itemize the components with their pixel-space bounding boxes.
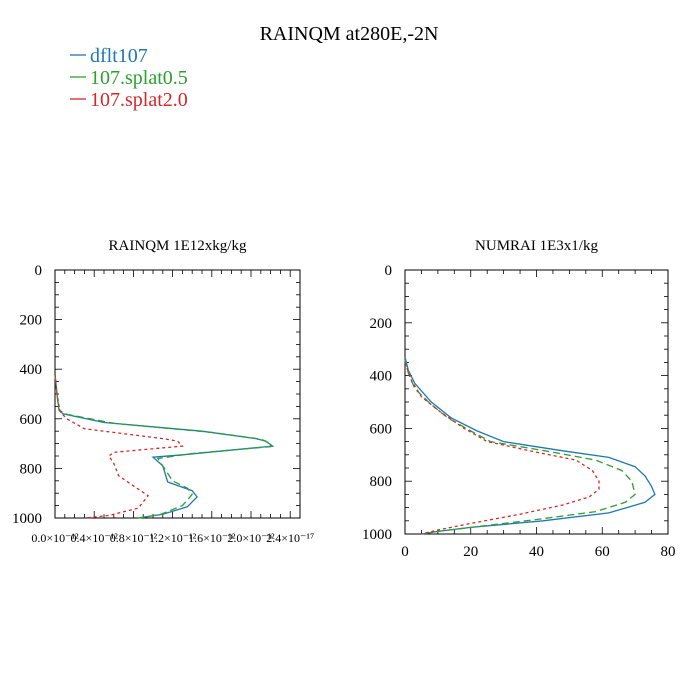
numrai-panel: NUMRAI 1E3x1/kg 0 200 400 600 800 1000 0 20 40 60 8… xyxy=(362,238,676,560)
legend-label: dflt107 xyxy=(90,45,148,67)
y-tick-label: 200 xyxy=(20,313,43,329)
series-line-107-splat0-5 xyxy=(54,374,272,519)
y-tick-label: 600 xyxy=(370,421,393,437)
y-tick-label: 800 xyxy=(370,474,393,490)
legend-label: 107.splat0.5 xyxy=(90,67,188,89)
y-tick-label: 800 xyxy=(20,461,43,477)
legend-entry-107-splat2-0: 107.splat2.0 xyxy=(70,89,188,111)
y-tick-label: 0 xyxy=(35,263,43,279)
y-tick-label: 1000 xyxy=(362,527,392,543)
x-tick-label: 0.0×10⁻¹² xyxy=(31,531,79,545)
x-tick-label: 2.4×10⁻¹⁷ xyxy=(266,531,314,545)
x-tick-label: 0.4×10⁻¹² xyxy=(71,531,119,545)
legend-entry-dflt107: dflt107 xyxy=(70,45,148,67)
y-tick-label: 200 xyxy=(370,316,393,332)
rainqm-panel: RAINQM 1E12xkg/kg 0 200 400 600 800 1000 0.0×10… xyxy=(12,238,314,545)
series-line-dflt107 xyxy=(404,356,656,535)
x-tick-label: 60 xyxy=(595,544,610,560)
y-tick-label: 600 xyxy=(20,412,43,428)
x-tick-label: 40 xyxy=(529,544,544,560)
y-tick-label: 1000 xyxy=(12,511,42,527)
x-tick-label: 1.6×10⁻¹² xyxy=(188,531,236,545)
x-tick-label: 1.2×10⁻¹² xyxy=(149,531,197,545)
y-tick-label: 0 xyxy=(385,263,393,279)
y-tick-label: 400 xyxy=(370,369,393,385)
x-tick-label: 20 xyxy=(463,544,478,560)
x-tick-label: 0 xyxy=(401,544,409,560)
series-line-107-splat0-5 xyxy=(404,359,636,535)
plot-frame xyxy=(54,269,301,519)
x-tick-label: 0.8×10⁻¹² xyxy=(110,531,158,545)
x-tick-label: 2.0×10⁻¹² xyxy=(227,531,275,545)
panel-title: RAINQM 1E12xkg/kg xyxy=(109,238,247,254)
series-line-107-splat2-0 xyxy=(404,362,600,535)
series-line-dflt107 xyxy=(54,374,275,519)
plot-frame xyxy=(404,269,669,535)
legend-label: 107.splat2.0 xyxy=(90,89,188,111)
legend-entry-107-splat0-5: 107.splat0.5 xyxy=(70,67,188,89)
legend: dflt107 107.splat0.5 107.splat2.0 xyxy=(70,45,188,111)
panel-title: NUMRAI 1E3x1/kg xyxy=(475,238,598,254)
x-tick-label: 80 xyxy=(661,544,676,560)
series-line-107-splat2-0 xyxy=(54,374,184,519)
main-title: RAINQM at280E,-2N xyxy=(260,23,439,45)
y-tick-label: 400 xyxy=(20,362,43,378)
